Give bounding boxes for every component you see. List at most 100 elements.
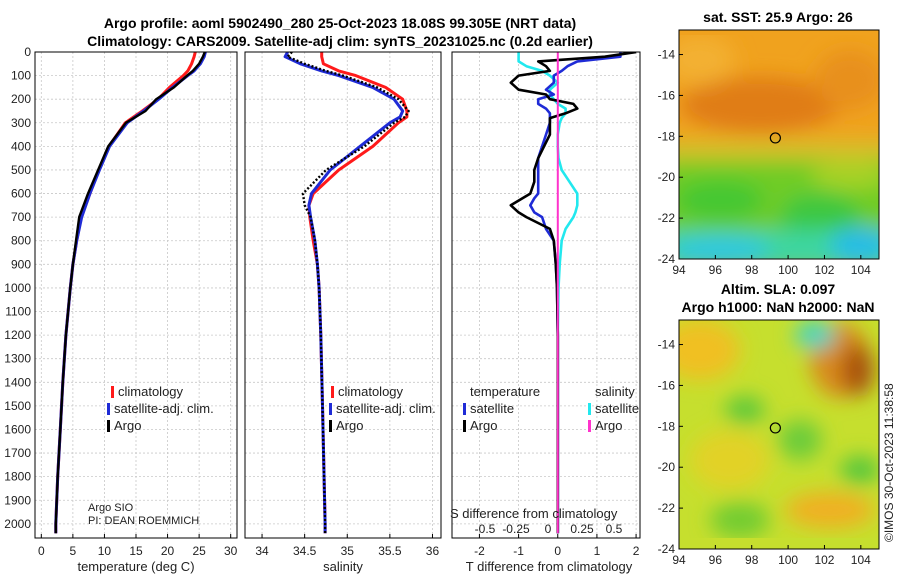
imos-watermark: ©IMOS 30-Oct-2023 11:38:58 bbox=[882, 383, 896, 542]
temperature-panel: 0 5 10 15 20 25 30 temperature (deg C) climato… bbox=[34, 51, 238, 574]
series-line-temperature-argo bbox=[509, 52, 637, 534]
map-x-tick-label: 96 bbox=[709, 553, 723, 567]
sst-field bbox=[679, 30, 879, 259]
x-tick-label: 10 bbox=[98, 544, 112, 558]
s-diff-tick-label: 0 bbox=[545, 522, 552, 536]
t-difference-xlabel: T difference from climatology bbox=[466, 559, 633, 574]
legend-swatch-argo bbox=[329, 420, 332, 432]
map-y-tick-label: -24 bbox=[658, 542, 676, 556]
s-diff-tick-label: -0.5 bbox=[475, 522, 496, 536]
depth-tick-label: 800 bbox=[11, 234, 31, 248]
depth-tick-label: 1200 bbox=[4, 328, 31, 342]
map-x-tick-label: 100 bbox=[778, 263, 798, 277]
depth-tick-label: 700 bbox=[11, 210, 31, 224]
x-tick-label: 34 bbox=[255, 544, 269, 558]
depth-tick-label: 1900 bbox=[4, 493, 31, 507]
map-y-tick-label: -22 bbox=[658, 501, 676, 515]
map-x-tick-label: 102 bbox=[814, 263, 834, 277]
map-y-tick-label: -22 bbox=[658, 211, 676, 225]
sst-map-title: sat. SST: 25.9 Argo: 26 bbox=[703, 9, 853, 25]
depth-tick-label: 1100 bbox=[5, 305, 31, 319]
x-tick-label: 0 bbox=[554, 544, 561, 558]
map-y-tick-label: -18 bbox=[658, 129, 676, 143]
series-line-argo bbox=[286, 52, 410, 534]
legend-s-satellite: satellite bbox=[595, 401, 639, 416]
legend-swatch-t-satellite bbox=[463, 403, 466, 415]
difference-panel: -2 -1 0 1 2 -0.5 -0.25 0 0.25 0.5 S difference f… bbox=[450, 51, 641, 574]
salinity-legend: climatology satellite-adj. clim. Argo bbox=[329, 384, 436, 433]
map-y-tick-label: -18 bbox=[658, 419, 676, 433]
legend-temperature-header: temperature bbox=[470, 384, 540, 399]
sst-map-ticks: 94 96 98 100 102 104 -14 -16 -18 -20 -22 -24 bbox=[658, 48, 871, 277]
salinity-xlabel: salinity bbox=[323, 559, 363, 574]
map-x-tick-label: 94 bbox=[672, 553, 686, 567]
temperature-xlabel: temperature (deg C) bbox=[77, 559, 194, 574]
sst-map: sat. SST: 25.9 Argo: 26 94 96 98 100 102 104 -… bbox=[658, 9, 880, 277]
x-tick-label: 36 bbox=[426, 544, 440, 558]
difference-legend: temperature salinity satellite Argo sate… bbox=[463, 384, 639, 433]
depth-tick-label: 0 bbox=[24, 45, 31, 59]
salinity-xticks: 34 34.5 35 35.5 36 bbox=[255, 534, 439, 558]
legend-swatch-satellite bbox=[107, 403, 110, 415]
depth-tick-label: 900 bbox=[11, 257, 31, 271]
map-y-tick-label: -16 bbox=[658, 88, 676, 102]
temperature-legend: climatology satellite-adj. clim. Argo bbox=[107, 384, 214, 433]
sla-field bbox=[679, 320, 879, 549]
depth-tick-label: 100 bbox=[11, 69, 31, 83]
map-y-tick-label: -24 bbox=[658, 252, 676, 266]
title-line1: Argo profile: aoml 5902490_280 25-Oct-20… bbox=[104, 15, 576, 31]
x-tick-label: 15 bbox=[129, 544, 143, 558]
s-diff-tick-label: 0.25 bbox=[570, 522, 594, 536]
legend-swatch-s-satellite bbox=[588, 403, 591, 415]
map-x-tick-label: 104 bbox=[851, 553, 871, 567]
salinity-panel: 34 34.5 35 35.5 36 salinity climatology sate… bbox=[244, 51, 442, 574]
legend-swatch-climatology bbox=[111, 386, 114, 398]
x-tick-label: 20 bbox=[161, 544, 175, 558]
depth-tick-label: 1500 bbox=[4, 399, 31, 413]
series-line-argo bbox=[54, 52, 206, 534]
map-x-tick-label: 98 bbox=[745, 263, 759, 277]
depth-tick-label: 1400 bbox=[4, 375, 31, 389]
map-y-tick-label: -16 bbox=[658, 378, 676, 392]
legend-argo: Argo bbox=[336, 418, 363, 433]
legend-s-argo: Argo bbox=[595, 418, 622, 433]
depth-tick-label: 1800 bbox=[4, 470, 31, 484]
legend-argo: Argo bbox=[114, 418, 141, 433]
legend-swatch-satellite bbox=[329, 403, 332, 415]
x-tick-label: -2 bbox=[474, 544, 485, 558]
x-tick-label: 2 bbox=[633, 544, 640, 558]
depth-tick-label: 300 bbox=[11, 116, 31, 130]
temperature-grid bbox=[35, 51, 237, 538]
map-x-tick-label: 98 bbox=[745, 553, 759, 567]
legend-salinity-header: salinity bbox=[595, 384, 635, 399]
argo-location-marker bbox=[769, 422, 781, 434]
x-tick-label: 1 bbox=[594, 544, 601, 558]
legend-swatch-argo bbox=[107, 420, 110, 432]
depth-tick-labels: 0 100 200 300 400 500 600 700 800 900 1000 1100 1200… bbox=[4, 45, 31, 531]
salinity-difference-xticks: -0.5 -0.25 0 0.25 0.5 bbox=[475, 522, 623, 536]
difference-series bbox=[509, 52, 637, 534]
legend-swatch-s-argo bbox=[588, 420, 591, 432]
x-tick-label: 0 bbox=[38, 544, 45, 558]
sla-map-title2: Argo h1000: NaN h2000: NaN bbox=[682, 299, 875, 315]
x-tick-label: 30 bbox=[224, 544, 238, 558]
map-y-tick-label: -20 bbox=[658, 170, 676, 184]
map-x-tick-label: 104 bbox=[851, 263, 871, 277]
depth-tick-label: 500 bbox=[11, 163, 31, 177]
x-tick-label: 25 bbox=[192, 544, 206, 558]
x-tick-label: 5 bbox=[70, 544, 77, 558]
annotation-pi: PI: DEAN ROEMMICH bbox=[88, 515, 199, 527]
s-difference-label: S difference from climatology bbox=[450, 506, 618, 521]
legend-swatch-climatology bbox=[331, 386, 334, 398]
s-diff-tick-label: 0.5 bbox=[606, 522, 623, 536]
map-y-tick-label: -20 bbox=[658, 460, 676, 474]
legend-swatch-t-argo bbox=[463, 420, 466, 432]
depth-tick-label: 600 bbox=[11, 187, 31, 201]
depth-tick-label: 1600 bbox=[4, 422, 31, 436]
sla-map-ticks: 94 96 98 100 102 104 -14 -16 -18 -20 -22 -24 bbox=[658, 338, 871, 567]
sla-map: Altim. SLA: 0.097 Argo h1000: NaN h2000:… bbox=[658, 281, 880, 567]
depth-tick-label: 2000 bbox=[4, 517, 31, 531]
legend-satellite: satellite-adj. clim. bbox=[114, 401, 214, 416]
legend-climatology: climatology bbox=[118, 384, 184, 399]
